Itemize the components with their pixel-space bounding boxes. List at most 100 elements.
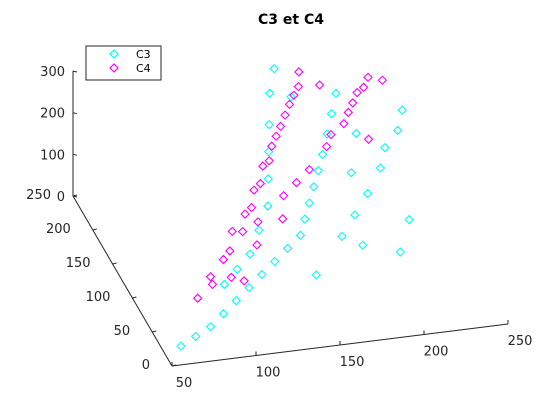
legend-label-c3: C3 [136,48,151,61]
data-point-c3 [331,88,341,99]
series-c3 [176,64,414,351]
data-point-c3 [282,243,293,254]
legend-marker-c3 [109,49,119,59]
z-tick-label: 200 [40,107,65,122]
x-tick-label: 100 [256,366,281,381]
data-point-c4 [266,141,277,151]
data-point-c4 [239,276,249,286]
legend: C3 C4 [85,45,162,81]
data-point-c4 [275,121,286,132]
tick-mark [72,195,78,198]
data-point-c4 [264,156,275,166]
data-point-c4 [253,217,263,227]
data-point-c3 [392,125,403,136]
chart-title: C3 et C4 [258,12,324,28]
data-point-c3 [395,247,406,257]
data-point-c4 [249,185,259,195]
data-point-c3 [375,163,386,173]
data-point-c3 [300,214,310,224]
data-point-c3 [218,308,229,319]
data-point-c3 [326,108,337,119]
data-point-c4 [246,202,257,213]
series-c4 [192,67,388,303]
tick-mark [152,330,157,333]
data-point-c4 [339,118,349,129]
data-point-c3 [245,249,255,259]
data-point-c4 [284,99,295,110]
data-point-c4 [363,134,374,145]
data-point-c3 [190,331,201,342]
data-point-c3 [286,92,296,102]
y-tick-label: 100 [86,290,111,305]
data-point-c3 [397,105,407,115]
y-tick-label: 50 [114,324,131,339]
data-point-c3 [232,264,242,275]
data-point-c3 [264,88,275,99]
data-point-c4 [277,214,288,224]
data-point-c3 [269,256,280,267]
tick-mark [112,262,117,265]
data-point-c4 [237,226,248,237]
data-point-c3 [357,240,368,251]
data-point-c3 [404,214,414,225]
x-tick-label: 200 [424,345,449,360]
y-tick-label: 200 [46,222,71,237]
tick-mark [171,364,177,367]
data-point-c4 [278,190,289,201]
data-point-c3 [351,128,361,139]
data-point-c3 [295,230,306,241]
z-tick-label: 300 [40,65,65,80]
data-point-c4 [293,81,304,92]
data-point-c4 [226,272,237,283]
data-point-c3 [317,149,328,160]
data-point-c4 [205,272,216,282]
data-point-c3 [322,129,332,139]
data-point-c3 [313,165,323,176]
data-point-c3 [337,231,347,242]
data-point-c4 [280,110,290,120]
data-point-c4 [352,87,362,98]
data-point-c3 [244,282,254,293]
data-point-c3 [311,270,322,280]
data-point-c4 [314,80,325,90]
data-point-c3 [269,64,279,74]
data-point-c4 [218,254,229,265]
data-point-c4 [358,82,369,93]
y-tick-label: 0 [142,358,150,373]
data-point-c3 [263,174,274,184]
data-point-c4 [252,240,262,250]
legend-label-c4: C4 [136,62,151,75]
y-tick-label: 150 [66,256,91,271]
tick-mark [72,153,78,156]
data-point-c4 [225,246,235,256]
legend-marker-c4 [109,63,119,73]
data-point-c4 [321,141,332,152]
data-point-c4 [227,226,238,237]
data-point-c3 [264,119,274,130]
data-point-c4 [289,90,299,101]
x-tick-label: 50 [176,376,193,391]
legend-item-c4: C4 [109,62,151,75]
data-point-c3 [176,341,186,351]
data-point-c4 [347,98,358,108]
data-point-c3 [263,146,274,157]
data-point-c3 [205,322,216,332]
data-point-c4 [363,72,373,83]
data-point-c4 [271,131,281,142]
data-point-c4 [207,279,218,290]
z-tick-label: 0 [57,190,65,205]
data-point-c4 [258,161,268,171]
data-point-c3 [362,188,373,199]
data-point-c3 [262,201,273,211]
data-point-c3 [346,167,357,178]
data-point-c4 [304,164,315,175]
data-point-c3 [349,210,360,220]
data-point-c4 [291,177,302,188]
data-point-c4 [343,107,354,118]
z-tick-label: 100 [40,148,65,163]
data-point-c3 [308,182,319,192]
ticks: 50 100 150 200 250 0 50 100 150 200 250 0 100 200 300 [26,65,532,391]
data-point-c3 [231,295,241,306]
data-point-c4 [192,293,203,303]
